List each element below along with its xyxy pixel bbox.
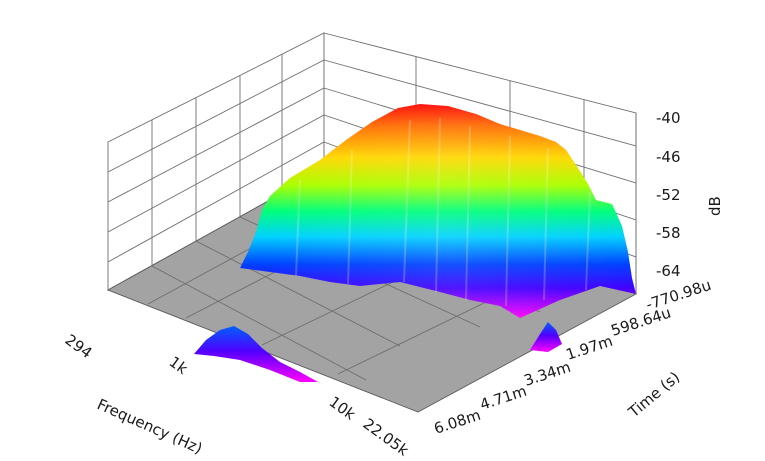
y-axis-title: Time (s) xyxy=(624,368,683,422)
z-tick-label: -58 xyxy=(656,224,681,242)
z-tick-label: -64 xyxy=(656,262,681,280)
z-tick-label: -46 xyxy=(656,148,681,166)
y-tick-label: 6.08m xyxy=(432,406,483,438)
x-tick-label: 10k xyxy=(326,393,359,424)
x-axis-title: Frequency (Hz) xyxy=(94,395,205,457)
surface-bump-right xyxy=(530,322,562,352)
x-tick-label: 294 xyxy=(62,331,96,362)
z-tick-label: -52 xyxy=(656,186,681,204)
surface-bump-1k xyxy=(194,326,318,382)
spectrum-surface xyxy=(240,104,636,318)
y-tick-label: 1.97m xyxy=(564,332,615,364)
y-tick-label: 4.71m xyxy=(478,382,529,414)
back-wall-grid xyxy=(107,32,325,291)
z-axis: -40 -46 -52 -58 -64 dB xyxy=(635,109,724,294)
z-tick-label: -40 xyxy=(656,109,681,127)
y-tick-label: 3.34m xyxy=(522,358,573,390)
x-tick-label: 22.05k xyxy=(360,415,413,460)
z-axis-title: dB xyxy=(706,196,724,216)
y-tick-label: 598.64u xyxy=(609,304,674,340)
x-tick-label: 1k xyxy=(166,353,192,378)
